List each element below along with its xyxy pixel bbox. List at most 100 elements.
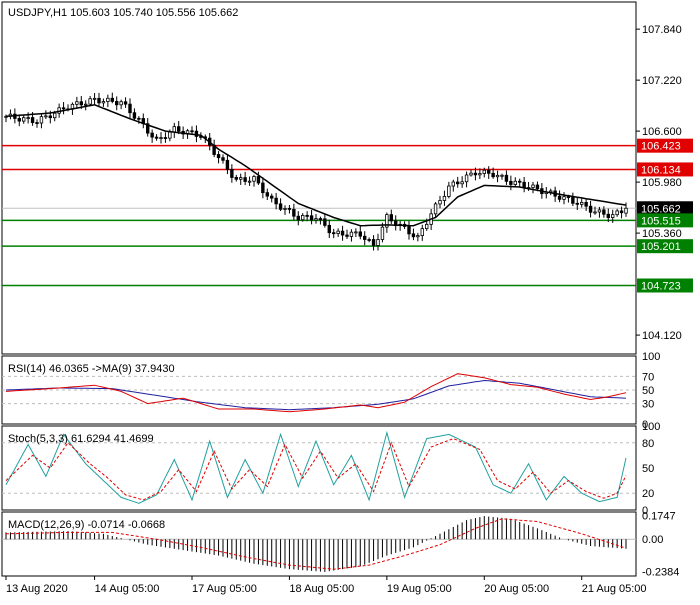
candle-bear — [487, 169, 491, 174]
rsi-tick-label: 100 — [642, 351, 660, 363]
macd-header: MACD(12,26,9) -0.0714 -0.0668 — [8, 519, 165, 531]
candle-bear — [97, 97, 101, 104]
stoch-tick-label: 20 — [642, 488, 654, 500]
time-tick-label: 13 Aug 2020 — [6, 583, 68, 595]
candle-bear — [132, 112, 137, 119]
candle-bull — [611, 214, 615, 218]
candle-bear — [491, 172, 495, 178]
time-tick-label: 21 Aug 05:00 — [582, 583, 647, 595]
candle-bull — [385, 214, 389, 228]
moving-average-line — [5, 104, 627, 227]
candle-bull — [482, 169, 486, 174]
candle-bull — [301, 215, 305, 221]
candle-bear — [278, 203, 283, 210]
current-price-badge — [637, 201, 693, 216]
candle-bear — [305, 215, 309, 217]
candle-bull — [380, 226, 385, 240]
time-tick-label: 17 Aug 05:00 — [192, 583, 257, 595]
candle-bear — [345, 234, 349, 237]
main-header: USDJPY,H1 105.603 105.740 105.556 105.66… — [8, 7, 238, 19]
candle-bear — [17, 118, 21, 122]
candle-bear — [115, 100, 119, 106]
rsi-tick-label: 50 — [642, 385, 654, 397]
candle-bear — [261, 182, 265, 194]
candle-bull — [39, 116, 44, 124]
rsi-tick-label: 70 — [642, 371, 654, 383]
stoch-tick-label: 50 — [642, 463, 654, 475]
macd-tick-label: 0.00 — [642, 534, 663, 546]
candle-bear — [216, 154, 221, 159]
candle-bull — [75, 101, 79, 105]
candle-bear — [194, 130, 199, 137]
candle-bear — [557, 195, 562, 200]
rsi-ma-line — [5, 379, 627, 411]
candle-bull — [593, 211, 597, 214]
candle-bull — [500, 174, 504, 177]
candle-bull — [88, 98, 92, 105]
candle-bull — [376, 239, 380, 246]
candle-bear — [123, 101, 128, 105]
candle-bear — [154, 136, 159, 139]
price-tick-label: 105.360 — [642, 228, 682, 240]
price-tick-label: 104.120 — [642, 330, 682, 342]
candle-bull — [562, 196, 566, 200]
macd-tick-label: -0.2384 — [642, 567, 679, 579]
candle-bear — [230, 169, 234, 178]
candle-bear — [110, 97, 114, 102]
candle-bull — [478, 173, 482, 176]
candle-bear — [309, 215, 314, 221]
candle-bear — [602, 209, 606, 215]
candle-bear — [509, 180, 513, 185]
candle-bear — [270, 195, 274, 199]
pane-frame-macd — [1, 511, 637, 577]
candle-bull — [26, 117, 30, 119]
stoch-tick-label: 0 — [642, 505, 648, 517]
candle-bull — [106, 97, 110, 102]
candle-bull — [451, 181, 455, 187]
rsi-tick-label: 0 — [642, 419, 648, 431]
candle-bull — [119, 101, 123, 106]
candle-bear — [340, 230, 345, 236]
price-tick-label: 107.840 — [642, 24, 682, 36]
candle-bear — [504, 174, 509, 182]
candle-bull — [336, 230, 340, 234]
support-price-badge — [637, 278, 693, 293]
price-tick-label: 106.600 — [642, 126, 682, 138]
candle-bull — [464, 174, 469, 183]
current-price-label: 105.662 — [641, 203, 681, 215]
candle-bull — [460, 181, 464, 185]
candle-bull — [425, 223, 429, 230]
candle-bear — [535, 184, 540, 190]
candle-bull — [239, 177, 243, 180]
candle-bear — [177, 126, 181, 132]
candle-bear — [588, 205, 593, 213]
candle-bull — [531, 184, 535, 188]
resistance-price-badge — [637, 138, 693, 153]
stoch-tick-label: 80 — [642, 438, 654, 450]
candle-bull — [513, 180, 517, 185]
candle-bear — [30, 117, 35, 123]
candle-bear — [323, 218, 327, 226]
candle-bear — [287, 208, 292, 210]
candle-bull — [84, 103, 88, 106]
candle-bull — [53, 112, 57, 119]
candle-bear — [584, 201, 588, 207]
time-tick-label: 18 Aug 05:00 — [289, 583, 354, 595]
candle-bear — [575, 202, 579, 205]
candle-bull — [420, 228, 424, 236]
support-price-label: 105.201 — [641, 241, 681, 253]
candle-bull — [247, 180, 252, 183]
candle-bear — [128, 103, 132, 114]
resistance-price-badge — [637, 162, 693, 177]
pane-frame-main — [1, 1, 637, 355]
rsi-line — [5, 373, 627, 413]
candle-bear — [332, 232, 336, 235]
candle-bull — [416, 235, 420, 238]
candle-bull — [22, 117, 26, 122]
time-tick-label: 14 Aug 05:00 — [95, 583, 160, 595]
candle-bear — [518, 180, 522, 183]
candle-bear — [473, 172, 478, 176]
candle-bear — [163, 137, 168, 139]
candle-bear — [522, 181, 526, 188]
candle-bull — [442, 196, 447, 201]
